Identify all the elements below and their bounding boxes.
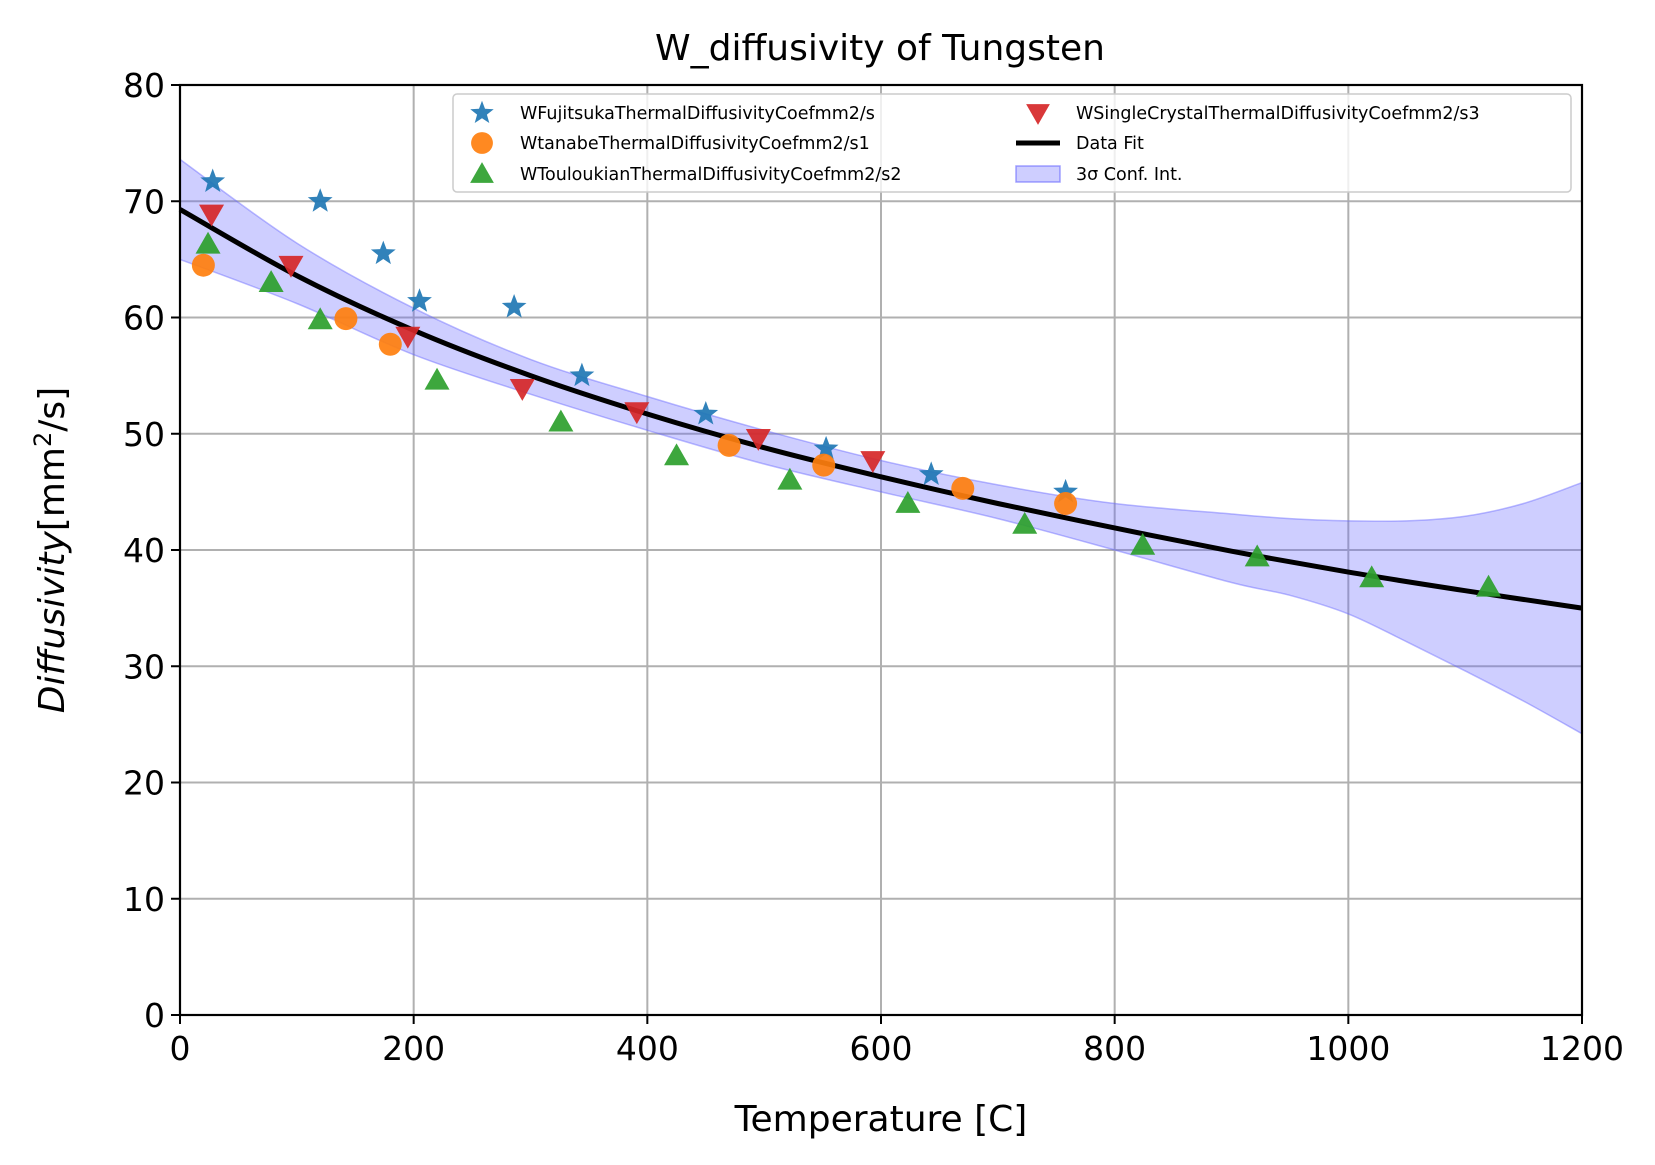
y-tick-label-3: 30: [123, 647, 165, 686]
series-2-point-2: [307, 307, 333, 330]
legend: WFujitsukaThermalDiffusivityCoefmm2/s Wta…: [452, 93, 1572, 193]
data-points: [191, 168, 1502, 597]
x-tick-label-5: 1000: [1306, 1029, 1390, 1068]
legend-label-0: WFujitsukaThermalDiffusivityCoefmm2/s: [520, 104, 875, 124]
legend-label-3: WSingleCrystalThermalDiffusivityCoefmm2/…: [1076, 104, 1480, 124]
series-3-point-1: [278, 255, 304, 278]
axis-ticks: 0 200 400 600 800 1000 1200 0 10 20 30 40 50 60 70 80: [123, 66, 1624, 1068]
series-2-point-11: [1359, 565, 1385, 588]
y-axis-label: Diffusivity[mm2/s]: [29, 387, 73, 713]
chart-title: W_diffusivity of Tungsten: [655, 28, 1105, 69]
series-0-point-6: [693, 401, 719, 425]
series-3-point-4: [624, 402, 650, 425]
series-0-point-0: [200, 168, 226, 192]
legend-label-4: Data Fit: [1076, 134, 1144, 154]
series-2-point-4: [548, 409, 574, 432]
series-2-point-10: [1244, 544, 1270, 567]
y-tick-label-8: 80: [123, 66, 165, 105]
series-3-point-5: [745, 429, 771, 451]
series-2-point-9: [1130, 532, 1156, 555]
y-tick-label-0: 0: [144, 996, 165, 1035]
legend-marker-3: [1026, 104, 1050, 125]
x-tick-label-1: 200: [382, 1029, 445, 1068]
series-3-point-6: [860, 451, 886, 473]
series-2-point-12: [1476, 574, 1502, 597]
series-2-point-5: [664, 443, 690, 466]
series-0-point-8: [918, 461, 944, 485]
series-2-point-7: [895, 491, 921, 513]
legend-marker-2: [470, 162, 494, 183]
series-0-point-1: [307, 188, 333, 212]
x-tick-label-3: 600: [850, 1029, 913, 1068]
series-3-point-2: [395, 326, 421, 349]
x-tick-label-2: 400: [616, 1029, 679, 1068]
series-0-point-9: [1053, 478, 1078, 503]
series-1-point-2: [378, 332, 402, 356]
series-3-point-0: [199, 204, 225, 227]
series-1-point-1: [334, 307, 358, 331]
series-1-point-0: [191, 253, 215, 277]
series-0-point-5: [569, 362, 595, 387]
y-tick-label-2: 20: [123, 764, 165, 803]
legend-label-2: WTouloukianThermalDiffusivityCoefmm2/s2: [520, 165, 902, 185]
legend-label-1: WtanabeThermalDiffusivityCoefmm2/s1: [520, 134, 870, 154]
series-2-point-0: [195, 231, 221, 254]
series-1-point-5: [951, 476, 975, 500]
legend-marker-0: [470, 100, 494, 123]
y-tick-label-4: 40: [123, 531, 165, 570]
series-1-point-3: [717, 433, 741, 457]
series-0-point-7: [813, 435, 839, 460]
legend-label-5: 3σ Conf. Int.: [1076, 165, 1183, 185]
series-1-point-6: [1054, 492, 1078, 515]
y-axis-label-italic: Diffusivity: [32, 531, 73, 714]
y-tick-label-5: 50: [123, 415, 165, 454]
series-0-point-4: [501, 294, 527, 318]
series-0-point-2: [370, 240, 396, 265]
x-tick-label-6: 1200: [1540, 1029, 1624, 1068]
legend-marker-5: [1015, 165, 1061, 183]
y-tick-label-7: 70: [123, 182, 165, 221]
y-tick-label-6: 60: [123, 299, 165, 338]
legend-box: [452, 93, 1572, 193]
y-tick-label-1: 10: [123, 880, 165, 919]
y-axis-label-sup: 2: [29, 432, 57, 447]
x-axis-label: Temperature [C]: [734, 1099, 1028, 1140]
y-axis-label-prefix: [mm: [32, 447, 73, 531]
series-0-point-3: [407, 288, 432, 312]
series-2-point-8: [1012, 511, 1038, 534]
legend-marker-1: [471, 132, 493, 154]
y-axis-label-suffix: /s]: [32, 387, 73, 432]
series-2-point-1: [258, 270, 284, 292]
series-1-point-4: [812, 453, 836, 477]
series-2-point-6: [777, 467, 803, 490]
series-2-point-3: [424, 367, 450, 390]
series-3-point-3: [509, 379, 535, 401]
x-tick-label-4: 800: [1083, 1029, 1146, 1068]
x-tick-label-0: 0: [170, 1029, 191, 1068]
